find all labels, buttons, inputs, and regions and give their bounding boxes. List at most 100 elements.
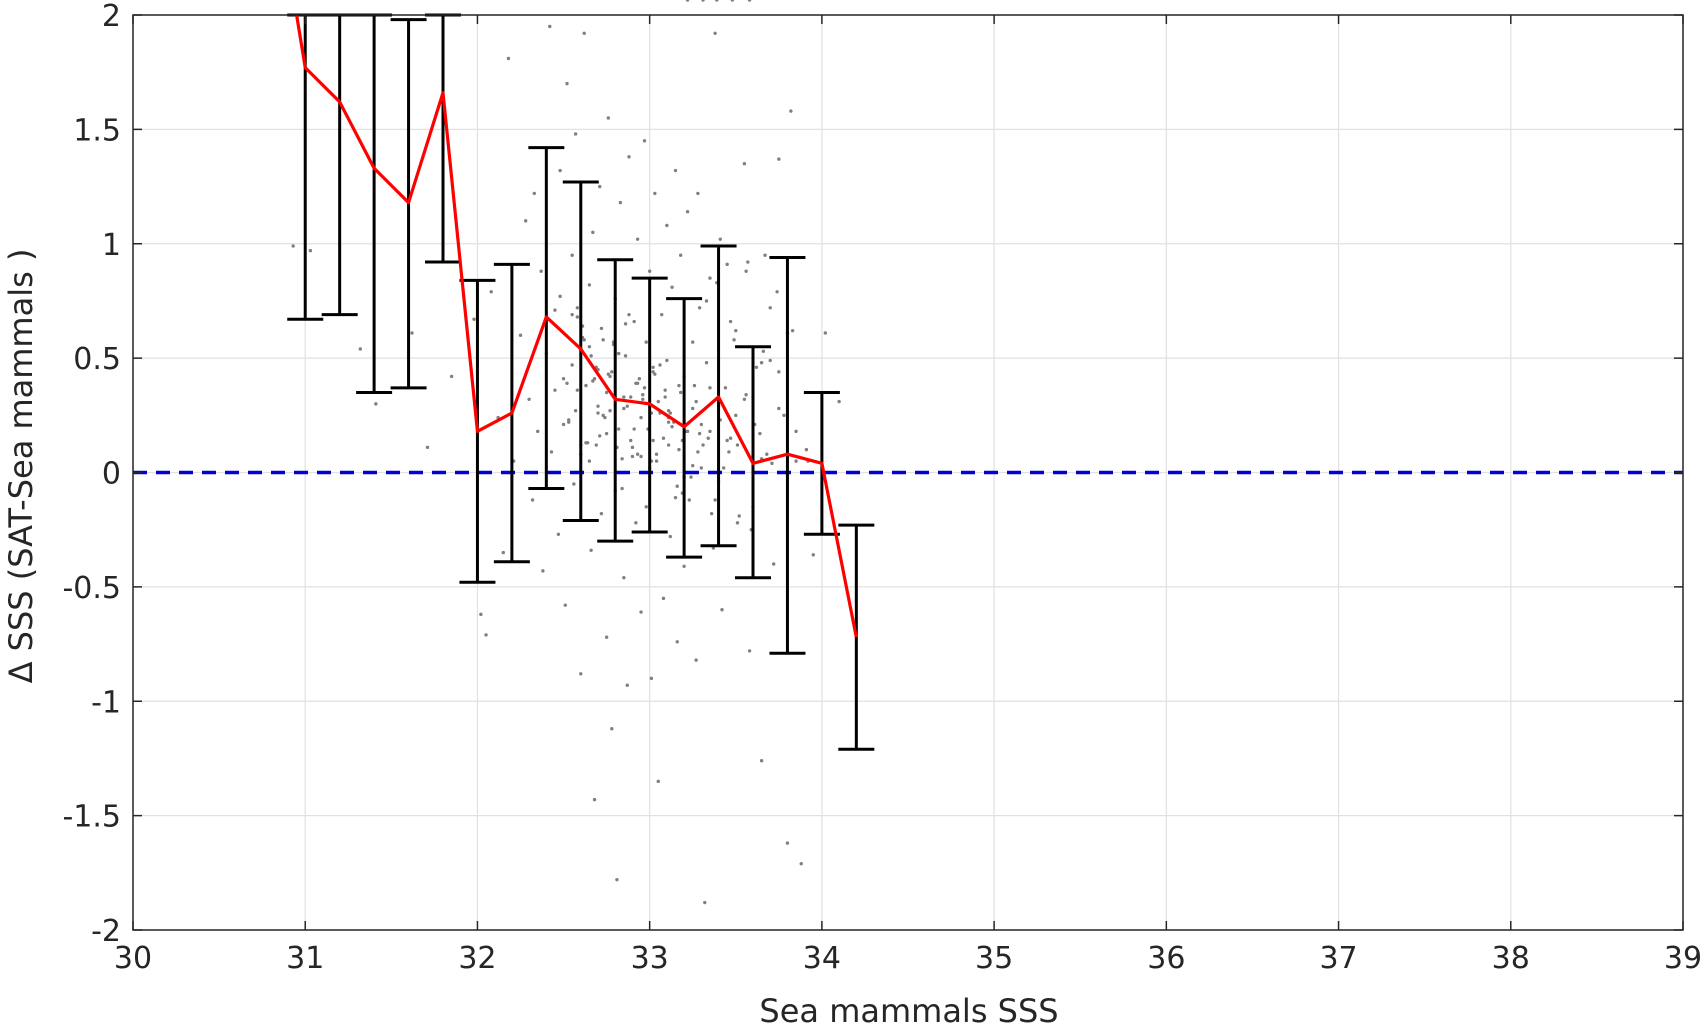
scatter-point [484, 633, 488, 637]
scatter-point [582, 31, 586, 35]
scatter-point [651, 438, 655, 443]
x-tick-label: 31 [286, 941, 324, 976]
scatter-point [704, 299, 709, 303]
y-tick-labels: -2 -1.5 -1 -0.5 0 0.5 1 1.5 2 [62, 0, 121, 949]
scatter-point [742, 397, 747, 401]
scatter-point [627, 312, 631, 317]
scatter-point [604, 635, 609, 639]
scatter-point [587, 283, 592, 287]
scatter-point [799, 861, 803, 866]
scatter-point [618, 200, 623, 205]
scatter-point [689, 475, 693, 479]
x-tick-label: 36 [1147, 941, 1185, 976]
scatter-point [589, 354, 593, 358]
scatter-point [737, 514, 741, 518]
scatter-point [539, 269, 543, 273]
scatter-point [718, 237, 722, 241]
scatter-point [663, 388, 667, 392]
x-tick-label: 37 [1319, 941, 1357, 976]
scatter-point [570, 363, 574, 367]
scatter-point [374, 402, 378, 406]
scatter-point [694, 658, 698, 662]
scatter-point [670, 425, 674, 429]
scatter-point [708, 386, 712, 390]
scatter-point [616, 351, 621, 356]
scatter-point [722, 466, 726, 470]
scatter-point [765, 452, 769, 456]
scatter-point [678, 390, 683, 395]
scatter-point [489, 290, 493, 294]
scatter-point [701, 443, 705, 447]
scatter-point [682, 564, 686, 568]
scatter-point [591, 230, 595, 235]
scatter-point [625, 683, 629, 687]
scatter-point [548, 24, 552, 29]
scatter-point [723, 386, 728, 390]
scatter-point [697, 306, 702, 310]
scatter-point [501, 550, 505, 555]
scatter-point [747, 649, 752, 653]
scatter-point [732, 338, 736, 342]
scatter-point [665, 223, 669, 228]
scatter-point [570, 253, 574, 257]
scatter-point [763, 253, 767, 257]
scatter-point [658, 363, 662, 367]
scatter-point [668, 534, 673, 539]
y-tick-label: 1 [102, 228, 121, 263]
scatter-point [425, 445, 430, 450]
scatter-point [794, 459, 798, 463]
scatter-point [527, 397, 531, 401]
scatter-point [565, 381, 569, 385]
scatter-point [789, 109, 793, 113]
scatter-point [656, 399, 660, 404]
scatter-point [678, 253, 683, 257]
scatter-point [675, 640, 679, 644]
scatter-point [629, 395, 633, 399]
scatter-point [785, 841, 790, 845]
scatter-point [661, 436, 666, 440]
scatter-point [770, 461, 774, 466]
scatter-point [561, 377, 566, 381]
y-tick-label: -1.5 [62, 800, 121, 835]
scatter-point [673, 168, 678, 173]
scatter-point [585, 441, 590, 445]
scatter-point [556, 532, 561, 536]
scatter-point [608, 374, 612, 379]
scatter-point [744, 393, 748, 397]
scatter-point [479, 612, 483, 617]
scatter-point [699, 422, 704, 427]
scatter-point [653, 191, 657, 196]
scatter-point [589, 548, 593, 552]
x-tick-label: 32 [458, 941, 496, 976]
scatter-point [541, 569, 545, 573]
scatter-point [771, 562, 776, 566]
scatter-point [308, 248, 313, 253]
scatter-point [730, 0, 735, 2]
y-tick-label: 0.5 [73, 342, 121, 377]
x-tick-label: 34 [803, 941, 841, 976]
scatter-point [563, 603, 567, 607]
scatter-point [601, 413, 605, 418]
scatter-point [610, 370, 614, 374]
scatter-point [594, 443, 598, 447]
scatter-point [608, 409, 612, 413]
scatter-point [591, 379, 595, 383]
scatter-point [623, 322, 628, 326]
scatter-point [622, 395, 626, 399]
scatter-point [620, 486, 624, 491]
scatter-point [746, 260, 750, 264]
x-axis-label: Sea mammals SSS [759, 992, 1058, 1030]
scatter-point [635, 452, 640, 456]
scatter-point [735, 521, 740, 525]
scatter-point [768, 306, 772, 310]
scatter-point [575, 306, 580, 310]
scatter-point [606, 116, 611, 120]
scatter-point [758, 431, 762, 436]
scatter-point [536, 429, 540, 434]
scatter-point [727, 450, 731, 454]
y-axis-label: Δ SSS (SAT-Sea mammals ) [2, 249, 40, 684]
mean-line [295, 14, 858, 638]
scatter-point [558, 294, 562, 299]
scatter-point [518, 333, 523, 337]
scatter-point [691, 463, 695, 468]
